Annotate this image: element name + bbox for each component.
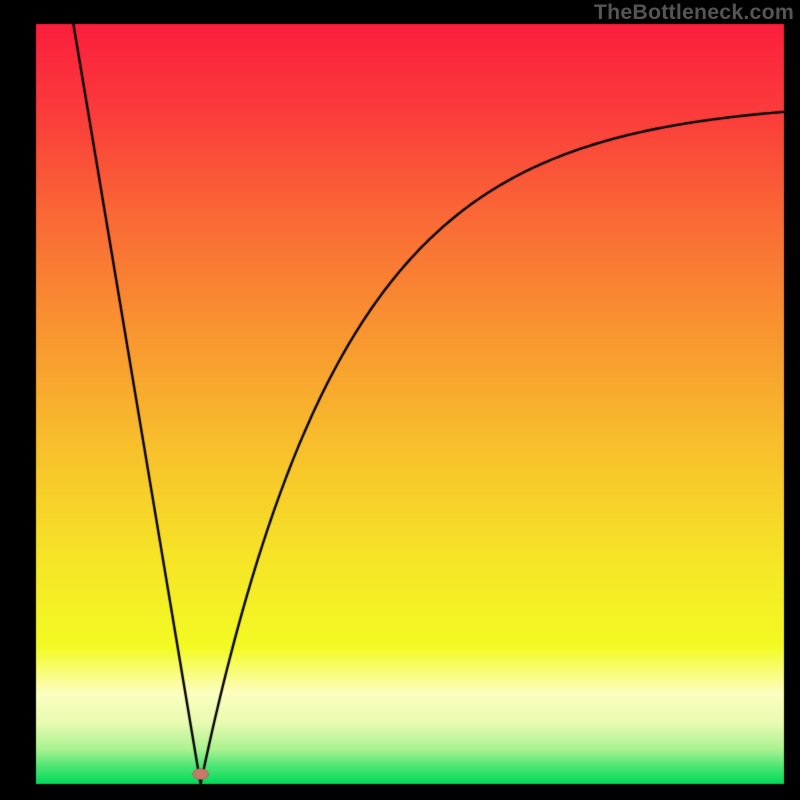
bottleneck-chart-canvas <box>0 0 800 800</box>
chart-stage: TheBottleneck.com <box>0 0 800 800</box>
watermark-text: TheBottleneck.com <box>594 0 794 25</box>
